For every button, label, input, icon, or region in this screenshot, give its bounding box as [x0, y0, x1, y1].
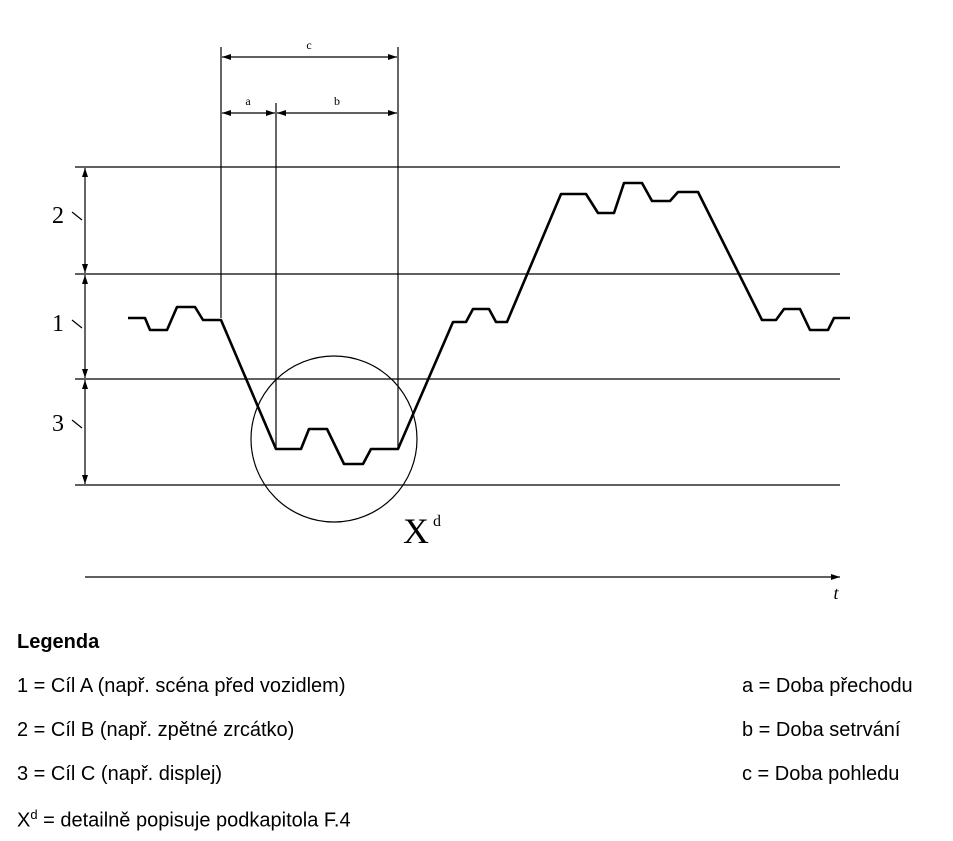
dimension-label: c: [306, 38, 311, 52]
definition: c = Doba pohledu: [742, 763, 900, 785]
legend-item: 2 = Cíl B (např. zpětné zrcátko): [17, 719, 295, 741]
zone-label: 1: [52, 311, 64, 337]
note-symbol: X: [17, 809, 31, 832]
dimension-label: a: [245, 94, 251, 108]
detail-label: X: [403, 511, 429, 551]
time-axis-label: t: [833, 583, 839, 603]
zone-label: 2: [52, 203, 64, 229]
definition: a = Doba přechodu: [742, 675, 913, 697]
zone-label: 3: [52, 411, 64, 437]
zone-lines: [75, 166, 840, 486]
definition: b = Doba setrvání: [742, 719, 901, 741]
legend-note: Xd = detailně popisuje podkapitola F.4: [17, 807, 351, 833]
zone-arrows: [71, 168, 88, 484]
note-text: = detailně popisuje podkapitola F.4: [37, 809, 351, 832]
diagram: 2 1 3 c a b X d t: [52, 38, 850, 603]
detail-superscript: d: [433, 513, 441, 530]
detail-circle: [250, 355, 418, 523]
legend-item: 1 = Cíl A (např. scéna před vozidlem): [17, 675, 346, 697]
zone-labels: 2 1 3: [52, 203, 64, 437]
legend-item: 3 = Cíl C (např. displej): [17, 763, 223, 785]
note-superscript: d: [30, 807, 38, 822]
gaze-signal: [128, 181, 850, 466]
legend-title: Legenda: [17, 631, 100, 653]
dimension-labels: c a b: [245, 38, 340, 108]
dimension-label: b: [334, 94, 340, 108]
dimension-lines: [220, 47, 399, 449]
